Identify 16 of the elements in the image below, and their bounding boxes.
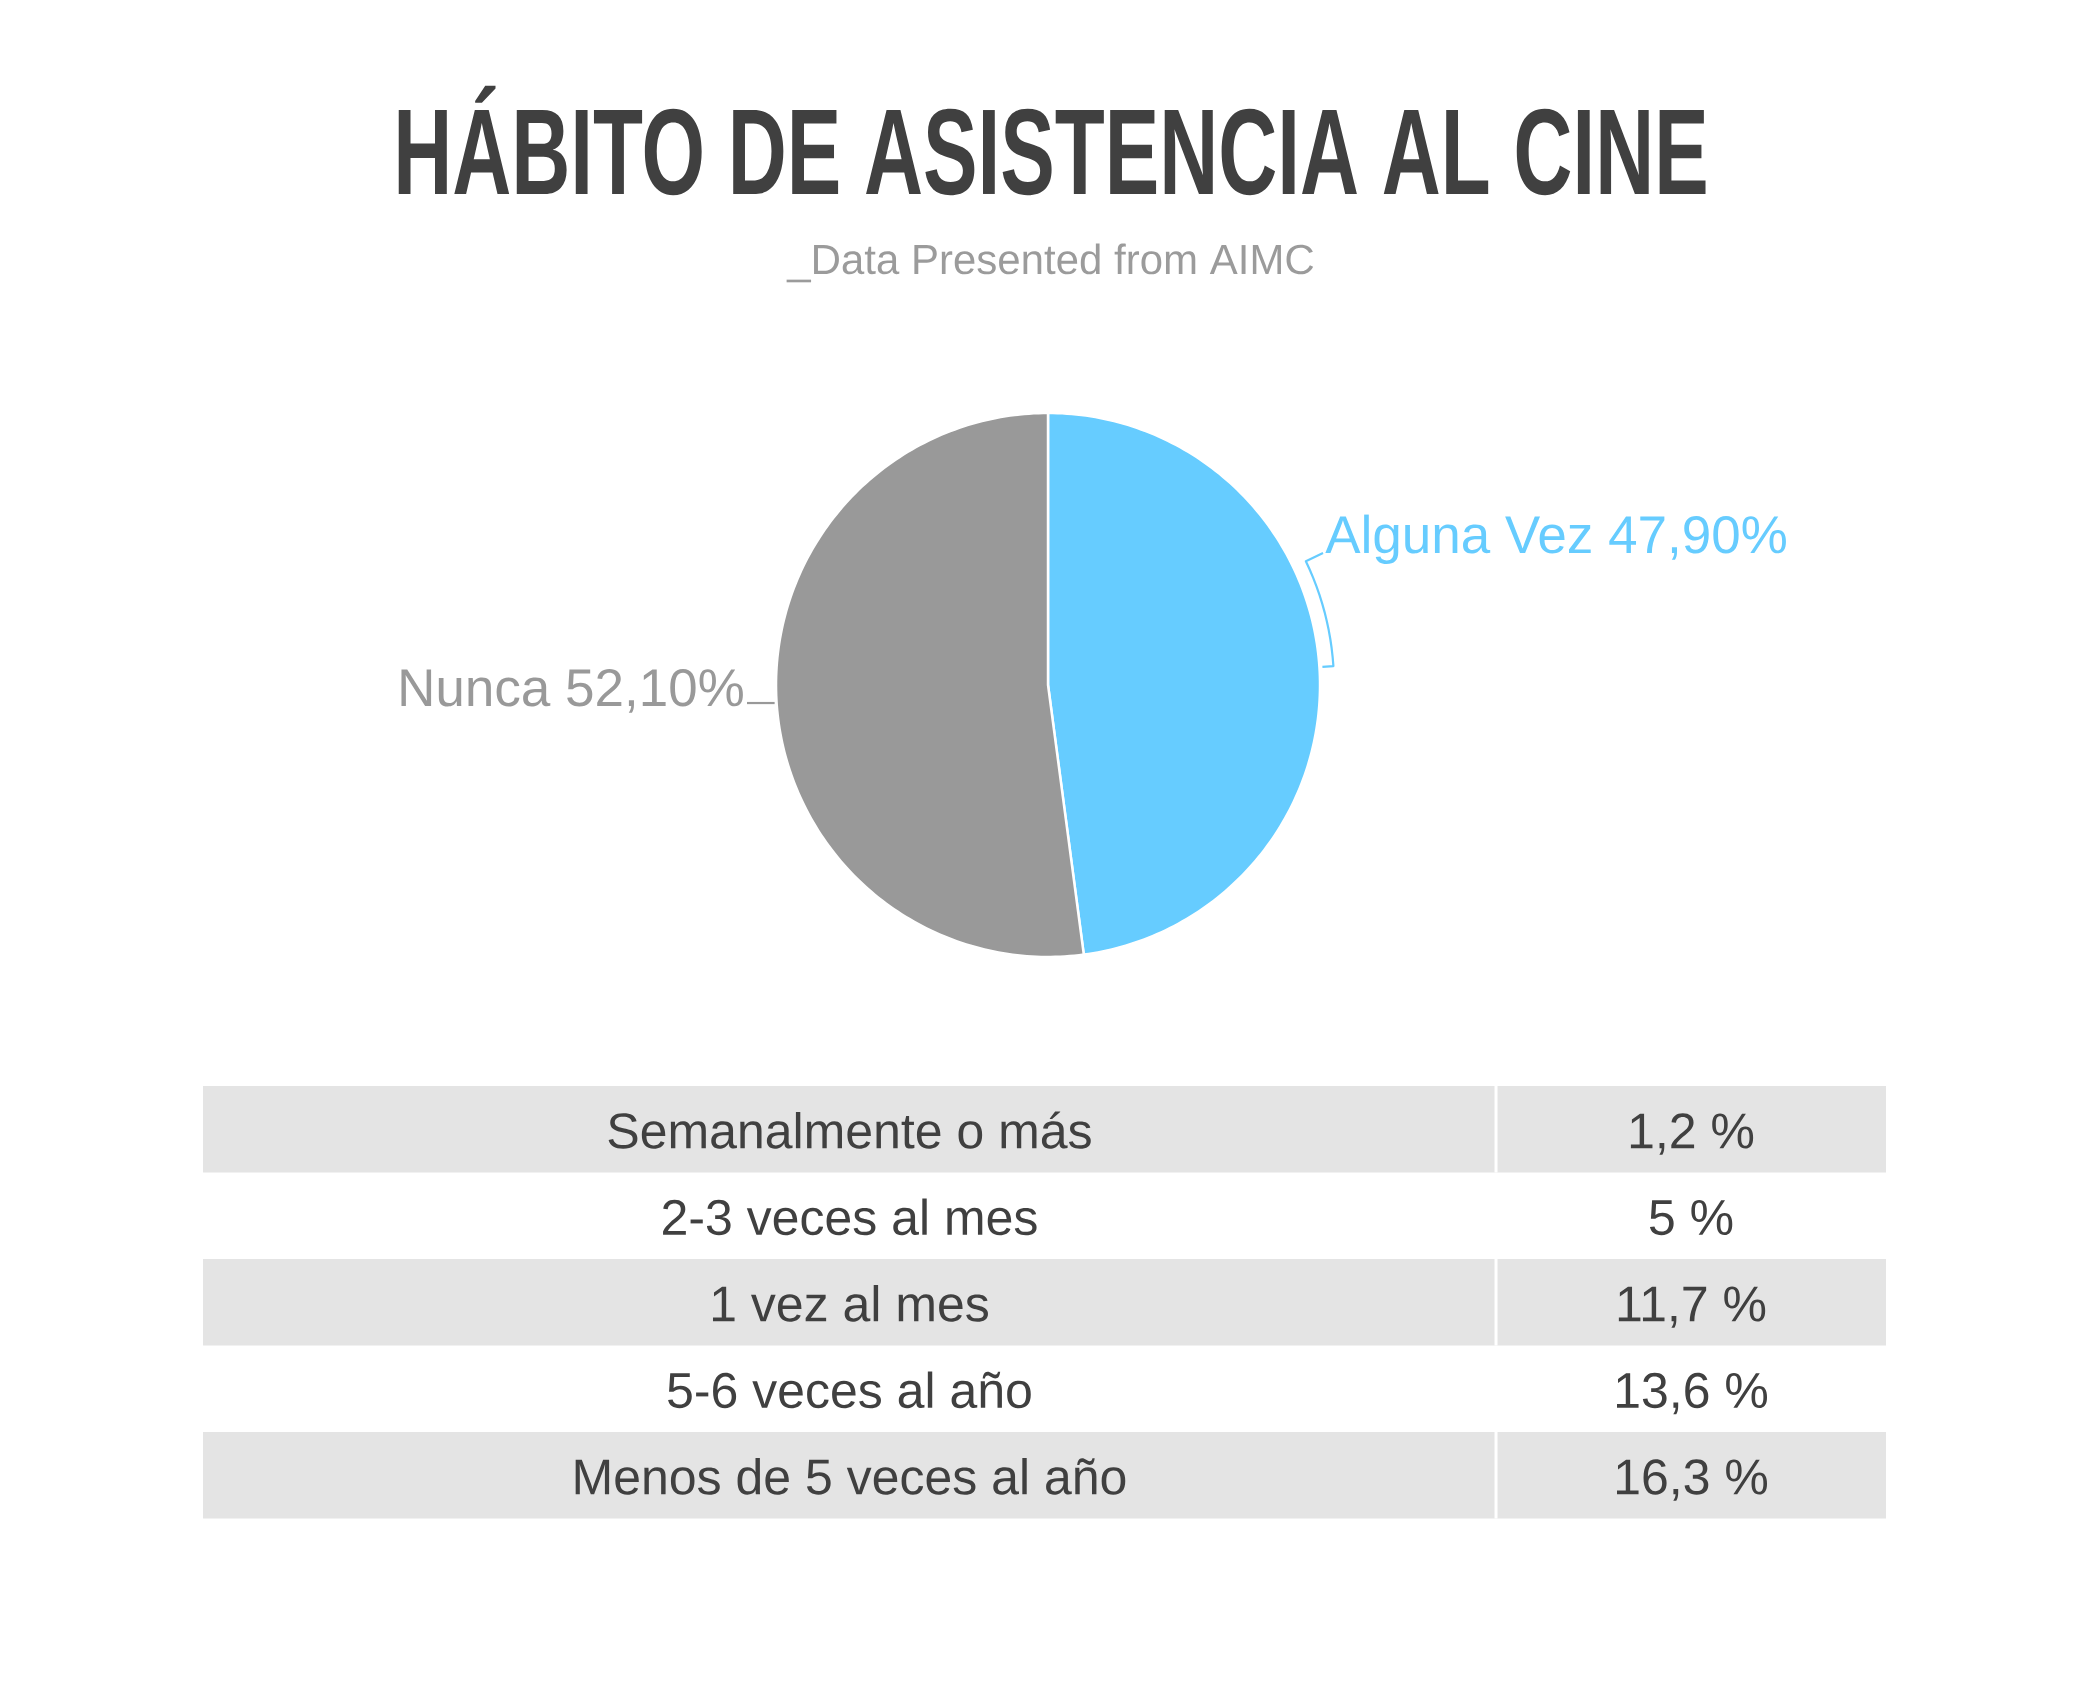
text: 11,7 % — [1618, 1286, 1766, 1328]
text: 13,6 % — [1617, 1372, 1768, 1415]
category-label: Menos de 5 veces al año — [575, 1458, 1126, 1495]
chart-title: HÁBITO DE ASISTENCIA AL CINE — [398, 85, 1706, 196]
slice-label: Nunca — [401, 669, 551, 707]
text: 16,3 % — [1617, 1459, 1768, 1501]
data-label: 52,10% — [567, 669, 743, 713]
category-label: Semanalmente o más — [608, 1111, 1091, 1149]
text: 1,2 % — [1630, 1113, 1754, 1155]
category-label: 1 vez al mes — [713, 1285, 988, 1322]
category-label: 2-3 veces al mes — [663, 1198, 1037, 1236]
text: 5 % — [1649, 1200, 1733, 1236]
category-label: 5-6 veces al año — [668, 1371, 1031, 1409]
slice-label: Alguna Vez — [1325, 514, 1591, 564]
chart-subtitle: _Data Presented from AIMC — [786, 243, 1314, 283]
data-label: 47,90% — [1609, 515, 1786, 560]
